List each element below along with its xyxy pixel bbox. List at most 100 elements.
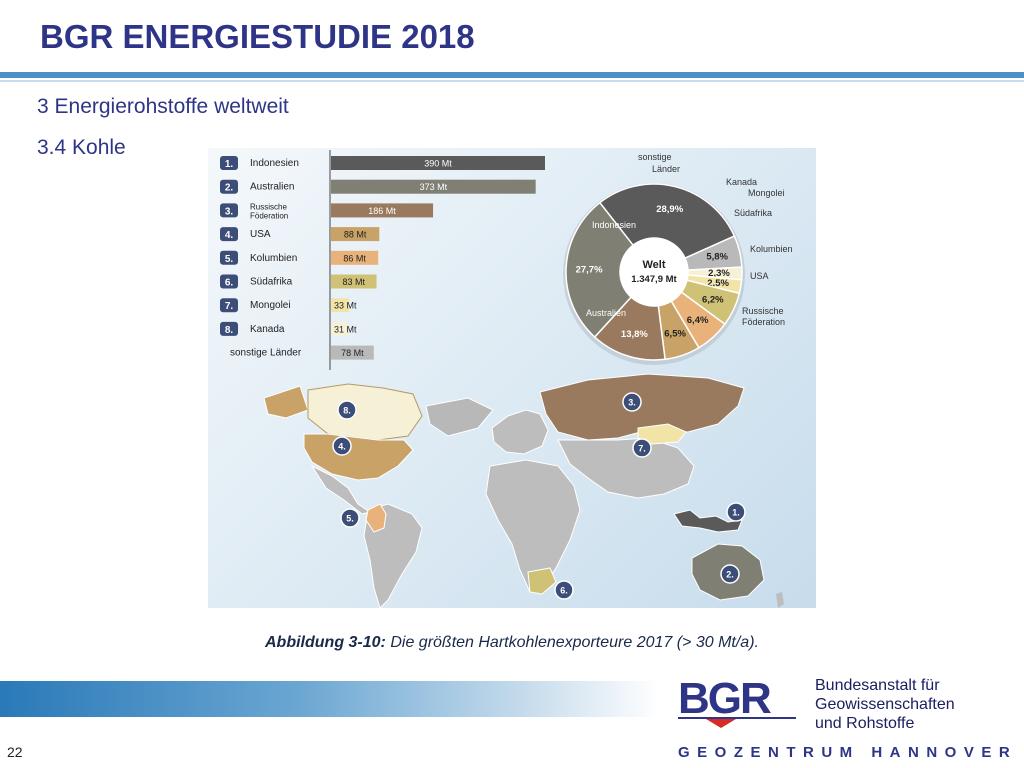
bar-category-label: Südafrika — [250, 277, 293, 288]
bar-category-label: Russische — [250, 202, 287, 211]
bar-category-label: Föderation — [250, 211, 288, 220]
pie-inner-name-indonesien: Indonesien — [592, 220, 636, 230]
rank-label: 5. — [225, 254, 234, 265]
page-number: 22 — [7, 744, 23, 760]
caption-bold: Abbildung 3-10: — [265, 634, 386, 651]
bar-value-label: 83 Mt — [343, 277, 366, 287]
pie-value-label: 13,8% — [621, 329, 648, 340]
pie-outer-labels: sonstige Länder Kanada Mongolei Südafrik… — [638, 152, 793, 327]
map-marker — [554, 580, 574, 600]
map-marker-label: 7. — [638, 444, 646, 454]
pie-label-mongolei: Mongolei — [748, 188, 785, 198]
map-markers: 1. 2. 3. 4. 5. 6. 7. 8. — [332, 392, 746, 600]
world-map — [263, 373, 784, 608]
canada-shape — [307, 383, 423, 441]
pie-label-suedafrika: Südafrika — [734, 208, 772, 218]
section-heading: 3 Energierohstoffe weltweit — [37, 95, 289, 118]
rank-badge — [220, 179, 238, 194]
map-marker-label: 4. — [338, 442, 346, 452]
rank-label: 4. — [225, 230, 234, 241]
bar-mark — [331, 203, 434, 218]
footer-band — [0, 681, 660, 717]
slide-title: BGR ENERGIESTUDIE 2018 — [40, 18, 475, 55]
bar-value-label: 390 Mt — [424, 159, 452, 169]
geozentrum-label: GEOZENTRUM HANNOVER — [678, 744, 1018, 761]
pie-label-kolumbien: Kolumbien — [750, 244, 793, 254]
figure-caption: Abbildung 3-10: Die größten Hartkohlenex… — [0, 634, 1024, 652]
map-marker-label: 3. — [628, 398, 636, 408]
pie-center — [620, 238, 688, 306]
rank-badge — [220, 321, 238, 336]
subsection-heading: 3.4 Kohle — [37, 136, 126, 159]
bgr-logo: BGR — [678, 674, 798, 728]
pie-value-label: 6,2% — [702, 295, 724, 306]
rank-badge — [220, 203, 238, 218]
mongolia-shape — [637, 423, 687, 445]
russia-shape — [539, 373, 745, 441]
pie-value-label: 2,3% — [708, 268, 730, 279]
org-line-1: Bundesanstalt für — [815, 677, 940, 694]
pie-value-label: 6,4% — [687, 315, 709, 326]
usa-shape — [303, 433, 414, 481]
rank-label: 8. — [225, 325, 234, 336]
pie-label-usa: USA — [750, 271, 769, 281]
rank-badge — [220, 156, 238, 170]
pie-value-label: 27,7% — [576, 265, 603, 276]
bar-mark — [331, 156, 545, 170]
pie-label-russland-1: Russische — [742, 306, 784, 316]
org-line-2: Geowissenschaften — [815, 696, 955, 713]
rank-label: 7. — [225, 301, 234, 312]
export-share-pie: 28,9% 5,8% 2,3%2,5% 6,2% 6,4%6,5% 13,8% 27,7% W… — [563, 183, 745, 365]
bar-value-label: 86 Mt — [343, 253, 366, 263]
map-marker — [622, 392, 642, 412]
org-line-3: und Rohstoffe — [815, 715, 915, 732]
bgr-logo-bg — [678, 678, 798, 716]
bgr-logo-triangle — [706, 719, 736, 728]
bar-mark — [331, 250, 379, 265]
pie-label-sonstige-2: Länder — [652, 164, 680, 174]
pie-inner-name-australien: Australien — [586, 308, 626, 318]
bar-value-label: 186 Mt — [368, 206, 396, 216]
bar-category-label: sonstige Länder — [230, 348, 302, 359]
bar-value-label: 33 Mt — [334, 301, 357, 311]
bar-category-label: Australien — [250, 182, 294, 193]
bar-mark — [331, 227, 380, 242]
bar-category-label: USA — [250, 229, 271, 240]
pie-label-russland-2: Föderation — [742, 317, 785, 327]
pie-label-sonstige-1: sonstige — [638, 152, 672, 162]
bar-mark — [331, 321, 349, 336]
map-marker-label: 1. — [732, 508, 740, 518]
europe-shape — [491, 409, 549, 455]
map-marker — [726, 502, 746, 522]
pie-center-value: 1.347,9 Mt — [631, 274, 677, 285]
indonesia-shape — [673, 509, 743, 533]
pie-value-label: 28,9% — [656, 204, 683, 215]
map-marker-label: 6. — [560, 586, 568, 596]
bar-value-label: 373 Mt — [420, 182, 448, 192]
asia-shape — [557, 437, 695, 499]
rank-badge — [220, 274, 238, 289]
caption-text: Die größten Hartkohlenexporteure 2017 (>… — [385, 634, 759, 651]
rank-label: 1. — [225, 159, 234, 170]
map-marker-label: 2. — [726, 570, 734, 580]
rank-label: 2. — [225, 183, 234, 194]
pie-value-label: 2,5% — [707, 278, 729, 289]
new-zealand-shape — [776, 592, 784, 608]
title-divider — [0, 72, 1024, 78]
bar-category-label: Mongolei — [250, 300, 291, 311]
pie-center-label: Welt — [642, 259, 665, 271]
bar-value-label: 31 Mt — [334, 324, 357, 334]
alaska-shape — [263, 385, 309, 419]
bar-category-label: Kolumbien — [250, 253, 297, 264]
bar-value-label: 78 Mt — [341, 348, 364, 358]
rank-badge — [220, 250, 238, 265]
rank-label: 3. — [225, 206, 234, 217]
bar-category-label: Indonesien — [250, 158, 299, 169]
map-marker — [332, 436, 352, 456]
colombia-shape — [365, 503, 387, 533]
bgr-logo-bar — [678, 717, 796, 719]
map-marker — [340, 508, 360, 528]
bar-value-label: 88 Mt — [344, 230, 367, 240]
rank-badge — [220, 298, 238, 313]
bar-mark — [331, 345, 374, 360]
